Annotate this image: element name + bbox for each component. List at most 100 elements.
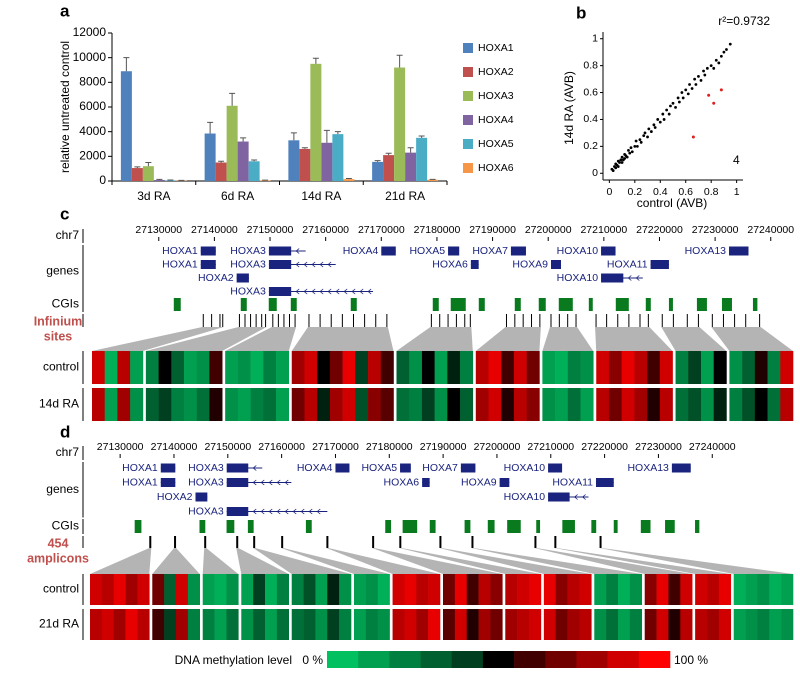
point	[652, 123, 656, 127]
y-tick-label: 6000	[79, 99, 106, 113]
error-bar	[323, 129, 330, 143]
heatmap-cell	[225, 351, 239, 384]
heatmap-cell	[466, 609, 479, 640]
heatmap-cell	[529, 574, 542, 605]
error-bar	[290, 132, 297, 141]
gene-exon	[548, 492, 570, 502]
heatmap-cell	[659, 351, 673, 384]
gene-label: HOXA5	[361, 462, 397, 474]
legend-swatch	[463, 91, 473, 101]
heatmap-cell	[276, 388, 290, 421]
heatmap-cell	[713, 351, 727, 384]
heatmap-cell	[634, 351, 648, 384]
heatmap-cell	[757, 609, 770, 640]
gene-label: HOXA9	[512, 258, 548, 270]
heatmap-cell	[443, 574, 456, 605]
heatmap-cell	[209, 388, 223, 421]
heatmap-cell	[237, 351, 251, 384]
highlight-point	[719, 88, 723, 92]
sites-label: Infinium	[34, 314, 83, 328]
heatmap-cell	[117, 351, 131, 384]
bar	[332, 134, 344, 181]
coordinate-label: 27240000	[689, 441, 736, 453]
heatmap-cell	[718, 574, 732, 605]
error-bar	[134, 166, 141, 169]
point	[714, 58, 718, 62]
heatmap-cell	[579, 574, 592, 605]
point	[697, 75, 700, 78]
heatmap-cell	[478, 574, 491, 605]
x-tick-label: 21d RA	[385, 189, 425, 203]
point	[658, 120, 662, 124]
heatmap-cell	[608, 388, 622, 421]
heatmap-cell	[304, 388, 318, 421]
bar	[372, 161, 384, 181]
x-tick-label: 0.8	[704, 186, 719, 198]
heatmap-cell	[368, 388, 382, 421]
error-bar	[385, 152, 392, 156]
error-bar	[407, 147, 414, 153]
x-tick-label: 1	[734, 186, 740, 198]
cgi	[538, 298, 546, 311]
heatmap-cell	[117, 388, 131, 421]
point	[662, 118, 666, 121]
heatmap-cell	[742, 351, 756, 384]
sites-label: amplicons	[27, 551, 89, 565]
gene-label: HOXA3	[188, 462, 224, 474]
point	[688, 83, 691, 86]
gene-exon	[381, 246, 396, 256]
x-tick-label: 0.6	[678, 186, 693, 198]
coordinate-label: 27130000	[135, 224, 182, 236]
point	[625, 155, 629, 159]
cgi	[588, 298, 593, 311]
gene-exon	[226, 463, 249, 473]
heatmap-cell	[513, 351, 527, 384]
cgi	[645, 298, 651, 311]
gene-strand	[573, 494, 586, 500]
coordinate-label: 27230000	[692, 224, 739, 236]
gene-label: HOXA4	[343, 245, 379, 257]
heatmap-cell	[454, 574, 468, 605]
chrom-label: chr7	[56, 445, 80, 459]
coordinate-label: 27150000	[204, 441, 251, 453]
bar	[237, 141, 249, 181]
site-link	[202, 548, 239, 574]
heatmap-cell	[327, 574, 340, 605]
bar	[416, 137, 428, 181]
heatmap-cell	[647, 388, 661, 421]
heatmap-cell	[742, 388, 756, 421]
heatmap-cell	[490, 574, 503, 605]
site-link	[253, 548, 351, 574]
heatmap-cell	[688, 351, 702, 384]
site-link	[326, 548, 440, 574]
colorbar-swatch	[358, 651, 390, 668]
heatmap-cell	[460, 351, 474, 384]
site-link	[475, 327, 541, 351]
heatmap-cell	[171, 351, 185, 384]
bar	[394, 67, 406, 181]
bar	[310, 63, 322, 182]
error-bar	[418, 135, 425, 138]
point	[699, 79, 703, 82]
point	[630, 150, 634, 154]
heatmap-cell	[396, 388, 410, 421]
heatmap-cell	[567, 351, 581, 384]
heatmap-cell	[303, 609, 316, 640]
heatmap-cell	[680, 609, 693, 640]
point	[639, 140, 643, 144]
gene-label: HOXA2	[198, 272, 234, 284]
heatmap-cell	[447, 388, 461, 421]
heatmap-cell	[621, 388, 635, 421]
cgi	[721, 298, 732, 311]
y-tick-label: 10000	[73, 50, 107, 64]
point	[620, 161, 624, 164]
heatmap-cell	[421, 388, 435, 421]
gene-label: HOXA3	[188, 476, 224, 488]
error-bar	[207, 121, 214, 134]
heatmap-cell	[317, 388, 331, 421]
coordinate-label: 27170000	[358, 224, 405, 236]
heatmap-cell	[567, 574, 580, 605]
heatmap-cell	[434, 351, 448, 384]
heatmap-cell	[187, 609, 201, 640]
point	[647, 127, 651, 131]
